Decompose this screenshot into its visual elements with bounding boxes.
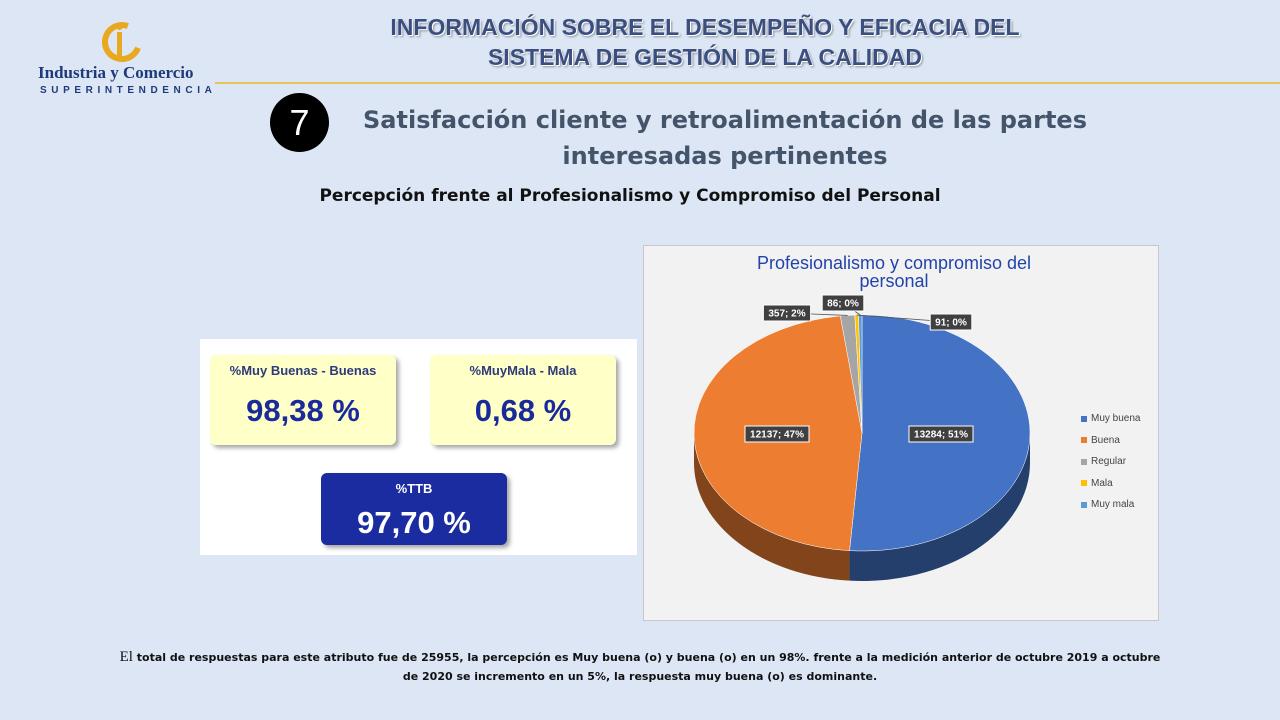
data-label-text: 12137; 47%: [750, 430, 804, 441]
data-label-box: [821, 294, 865, 312]
legend-item: Muy buena: [1081, 408, 1140, 430]
data-label-text: 91; 0%: [935, 318, 967, 329]
header-divider: [215, 82, 1280, 84]
data-label: 13284; 51%: [908, 425, 974, 443]
legend-swatch: [1081, 480, 1087, 487]
kpi-card-ttb: %TTB 97,70 %: [321, 473, 507, 545]
chart-title: Profesionalismo y compromiso del persona…: [719, 254, 1069, 290]
kpi-panel: %Muy Buenas - Buenas 98,38 % %MuyMala - …: [200, 339, 637, 555]
page-title-line-2: SISTEMA DE GESTIÓN DE LA CALIDAD: [487, 44, 923, 70]
legend-item: Muy mala: [1081, 494, 1140, 516]
pie-svg: 13284; 51% 12137; 47% 357; 2% 91; 0% 86; 0%: [693, 294, 1031, 581]
legend-swatch: [1081, 437, 1087, 444]
logo: Industria y Comercio SUPERINTENDENCIA: [38, 18, 218, 98]
data-label: 91; 0%: [929, 313, 973, 331]
kpi-label: %Muy Buenas - Buenas: [229, 363, 377, 378]
logo-subtitle: SUPERINTENDENCIA: [40, 85, 217, 96]
footer-lead: El: [119, 649, 133, 665]
pie-slice-side-buena: [694, 433, 850, 581]
data-label: 86; 0%: [821, 294, 865, 312]
pie-slice-side-muy-buena: [849, 433, 1030, 581]
chart-title-line-2: personal: [859, 271, 929, 291]
legend-label: Muy buena: [1091, 413, 1141, 425]
footer-line-1-text: total de respuestas para este atributo f…: [132, 651, 1161, 664]
kpi-value: 97,70 %: [357, 505, 471, 540]
logo-name: Industria y Comercio: [38, 63, 194, 82]
data-label-text: 13284; 51%: [914, 430, 968, 441]
footer-text: El total de respuestas para este atribut…: [80, 648, 1200, 686]
chart-title-line-1: Profesionalismo y compromiso del: [756, 253, 1032, 273]
data-label-text: 357; 2%: [768, 309, 805, 320]
data-label-box: [762, 304, 812, 322]
legend-swatch: [1081, 458, 1087, 465]
kpi-value: 0,68 %: [474, 393, 572, 428]
legend-label: Buena: [1091, 434, 1120, 446]
chart-legend: Muy buena Buena Regular Mala Muy mala: [1081, 408, 1140, 516]
legend-item: Regular: [1081, 451, 1140, 473]
section-title: Satisfacción cliente y retroalimentación…: [350, 102, 1100, 174]
legend-swatch: [1081, 501, 1087, 508]
legend-swatch: [1081, 415, 1087, 422]
kpi-label: %TTB: [395, 481, 433, 496]
kpi-label: %MuyMala - Mala: [469, 363, 577, 378]
data-label-box: [744, 425, 810, 443]
legend-item: Mala: [1081, 473, 1140, 495]
data-label-box: [908, 425, 974, 443]
section-title-line-2: interesadas pertinentes: [562, 142, 888, 170]
section-subtitle: Percepción frente al Profesionalismo y C…: [319, 186, 941, 206]
footer-line-1: El total de respuestas para este atribut…: [80, 648, 1200, 667]
kpi-value: 98,38 %: [246, 393, 360, 428]
kpi-card-bad: %MuyMala - Mala 0,68 %: [430, 355, 616, 445]
data-label-box: [929, 313, 973, 331]
pie-chart: Profesionalismo y compromiso del persona…: [643, 245, 1159, 621]
kpi-card-good: %Muy Buenas - Buenas 98,38 %: [210, 355, 396, 445]
data-label: 357; 2%: [762, 304, 812, 322]
legend-item: Buena: [1081, 430, 1140, 452]
data-label-text: 86; 0%: [827, 299, 859, 310]
legend-label: Regular: [1091, 456, 1127, 468]
sic-logo-mark: [102, 22, 142, 62]
section-number-badge: 7: [270, 93, 329, 152]
page-title-line-1: INFORMACIÓN SOBRE EL DESEMPEÑO Y EFICACI…: [390, 14, 1020, 40]
page-title: INFORMACIÓN SOBRE EL DESEMPEÑO Y EFICACI…: [300, 12, 1110, 72]
data-label: 12137; 47%: [744, 425, 810, 443]
legend-label: Mala: [1091, 477, 1113, 489]
section-title-line-1: Satisfacción cliente y retroalimentación…: [363, 106, 1087, 134]
legend-label: Muy mala: [1091, 499, 1135, 511]
footer-line-2: de 2020 se incremento en un 5%, la respu…: [402, 670, 878, 683]
